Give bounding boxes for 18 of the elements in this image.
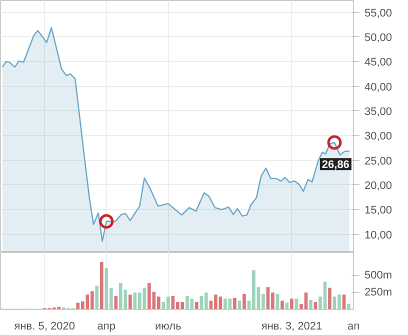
y-tick-label: 15,00 — [364, 204, 392, 217]
x-tick-label: апр — [97, 320, 116, 332]
x-tick-label: ап — [347, 320, 360, 332]
y-tick-label: 250m — [364, 286, 392, 299]
y-tick-label: 55,00 — [364, 7, 392, 20]
y-tick-label: 20,00 — [364, 180, 392, 192]
y-tick-label: 500m — [364, 270, 392, 282]
y-tick-label: 45,00 — [364, 56, 392, 69]
x-tick-label: июль — [155, 320, 182, 332]
y-tick-label: 35,00 — [364, 106, 392, 118]
annotation: 26,86 — [322, 159, 350, 172]
y-tick-label: 10,00 — [364, 229, 392, 242]
y-tick-label: 30,00 — [364, 130, 392, 143]
y-tick-label: 25,00 — [364, 155, 392, 168]
y-tick-label: 40,00 — [364, 81, 392, 94]
x-tick-label: янв. 5, 2020 — [14, 320, 75, 332]
x-tick-label: янв. 3, 2021 — [261, 320, 322, 332]
y-tick-label: 50,00 — [364, 32, 392, 44]
